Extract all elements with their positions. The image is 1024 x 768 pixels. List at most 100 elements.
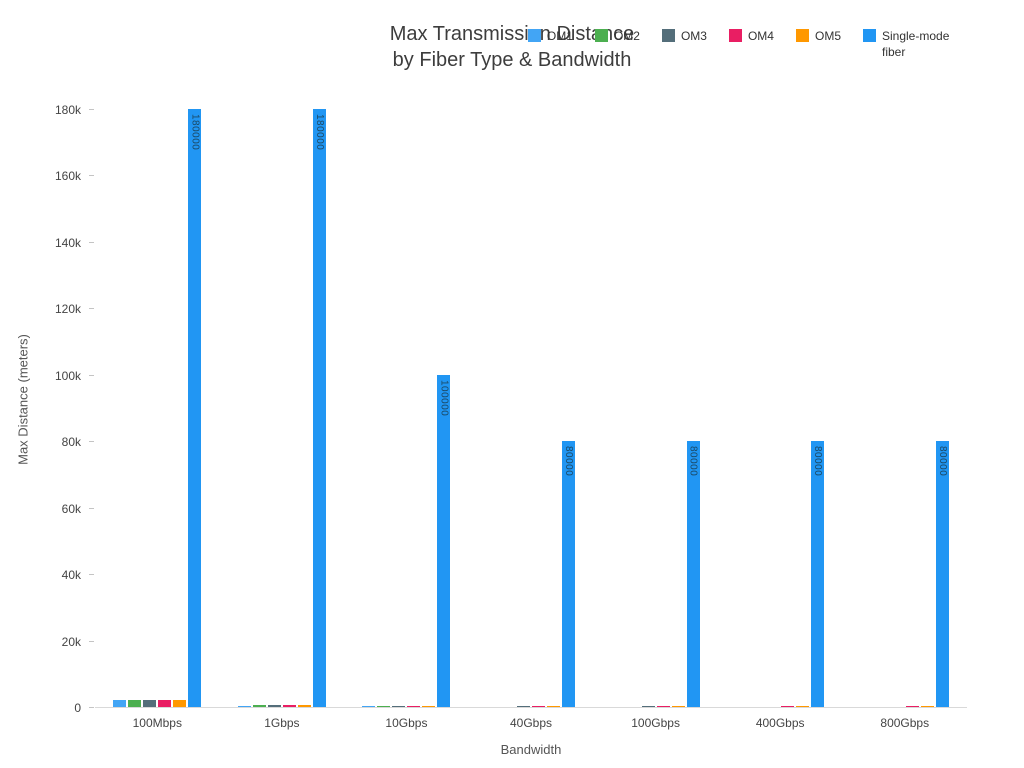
bar-single-mode-fiber-40gbps[interactable]: 80000 — [562, 441, 576, 707]
x-axis-title: Bandwidth — [500, 742, 562, 757]
bar-single-mode-fiber-800gbps[interactable]: 80000 — [935, 441, 949, 707]
bar-value-label: 80000 — [812, 446, 824, 477]
x-tick-label-40gbps: 40Gbps — [510, 716, 553, 730]
bar-om5-10gbps[interactable] — [422, 705, 436, 707]
legend-item-om4[interactable]: OM4 — [728, 28, 774, 44]
y-tick-label: 160k — [54, 169, 81, 184]
bar-single-mode-fiber-100gbps[interactable]: 80000 — [686, 441, 700, 707]
bar-value-label: 80000 — [687, 446, 699, 477]
legend-swatch — [527, 29, 541, 42]
y-tick-label: 120k — [54, 302, 81, 317]
x-tick-label-100mbps: 100Mbps — [132, 716, 182, 730]
legend-item-om3[interactable]: OM3 — [661, 28, 707, 44]
y-tick-mark — [89, 241, 94, 243]
legend-item-om5[interactable]: OM5 — [795, 28, 841, 44]
bar-om4-40gbps[interactable] — [532, 706, 546, 707]
y-tick-mark — [89, 441, 94, 443]
bar-group-400gbps: 80000 — [718, 85, 843, 707]
bar-single-mode-fiber-100mbps[interactable]: 180000 — [188, 109, 202, 707]
bar-om5-1gbps[interactable] — [297, 705, 311, 707]
bar-single-mode-fiber-10gbps[interactable]: 100000 — [437, 374, 451, 707]
bar-groups: 180000 180000 100000 80000 80000 80000 80000 — [95, 85, 967, 707]
y-tick-mark — [89, 109, 94, 110]
bar-om3-10gbps[interactable] — [392, 706, 406, 707]
bar-om2-100mbps[interactable] — [128, 700, 142, 707]
y-tick-label: 20k — [61, 634, 81, 649]
bar-om4-1gbps[interactable] — [282, 705, 296, 707]
legend-item-label: OM2 — [613, 29, 640, 43]
legend-item-label: OM5 — [814, 29, 841, 43]
bar-om4-100mbps[interactable] — [158, 700, 172, 707]
bar-om5-100mbps[interactable] — [173, 700, 187, 707]
x-tick-label-100gbps: 100Gbps — [631, 716, 680, 730]
bar-om1-100mbps[interactable] — [113, 700, 127, 707]
x-tick-label-800gbps: 800Gbps — [880, 716, 930, 730]
bar-value-label: 80000 — [563, 446, 575, 477]
bar-value-label: 180000 — [189, 114, 201, 151]
bar-om4-400gbps[interactable] — [781, 706, 795, 707]
bar-om5-100gbps[interactable] — [671, 706, 685, 707]
bar-group-100gbps: 80000 — [593, 85, 718, 707]
legend: OM1 OM2 OM3 OM4 OM5 Single-mode fiber — [527, 28, 962, 60]
y-tick-label: 60k — [61, 501, 81, 516]
legend-item-label: OM1 — [546, 29, 573, 43]
legend-item-label: Single-mode fiber — [882, 29, 950, 59]
y-tick-mark — [89, 707, 94, 708]
bar-om3-1gbps[interactable] — [267, 705, 281, 707]
y-tick-label: 40k — [61, 568, 81, 583]
legend-item-om1[interactable]: OM1 — [527, 28, 573, 44]
y-tick-label: 80k — [61, 435, 81, 450]
bar-group-10gbps: 100000 — [344, 85, 469, 707]
legend-item-om2[interactable]: OM2 — [594, 28, 640, 44]
bar-om5-800gbps[interactable] — [920, 706, 934, 707]
bar-group-40gbps: 80000 — [469, 85, 594, 707]
y-axis-title: Max Distance (meters) — [15, 334, 31, 465]
bar-group-100mbps: 180000 — [95, 85, 220, 707]
legend-item-label: OM3 — [680, 29, 707, 43]
y-tick-mark — [89, 507, 94, 509]
bar-group-1gbps: 180000 — [220, 85, 345, 707]
bar-value-label: 80000 — [936, 446, 948, 477]
legend-swatch — [594, 29, 608, 42]
y-tick-label: 180k — [54, 103, 81, 117]
bar-om3-100gbps[interactable] — [641, 706, 655, 707]
bar-single-mode-fiber-400gbps[interactable]: 80000 — [811, 441, 825, 707]
legend-swatch — [728, 29, 742, 42]
legend-item-single-mode-fiber[interactable]: Single-mode fiber — [863, 28, 962, 60]
legend-swatch — [661, 29, 675, 42]
y-tick-mark — [89, 574, 94, 576]
y-tick-mark — [89, 374, 94, 376]
legend-item-label: OM4 — [747, 29, 774, 43]
bar-om4-10gbps[interactable] — [407, 705, 421, 707]
y-tick-label: 100k — [54, 368, 81, 383]
y-tick-label: 140k — [54, 235, 81, 250]
y-tick-mark — [89, 308, 94, 310]
bar-om1-1gbps[interactable] — [237, 706, 251, 707]
chart-title-line2: by Fiber Type & Bandwidth — [392, 49, 632, 71]
plot-area: 180000 180000 100000 80000 80000 80000 80000 0… — [55, 85, 967, 714]
bar-om5-400gbps[interactable] — [796, 706, 810, 707]
bar-om4-100gbps[interactable] — [656, 706, 670, 707]
chart-title-line1: Max Transmission Distance — [389, 23, 635, 45]
bar-om5-40gbps[interactable] — [547, 706, 561, 707]
bar-group-800gbps: 80000 — [842, 85, 967, 707]
x-tick-label-400gbps: 400Gbps — [755, 716, 805, 730]
bar-om2-1gbps[interactable] — [252, 705, 266, 707]
bar-om2-10gbps[interactable] — [377, 706, 391, 707]
legend-swatch — [795, 29, 809, 42]
bar-om4-800gbps[interactable] — [905, 706, 919, 707]
y-tick-mark — [89, 640, 94, 642]
bar-om3-40gbps[interactable] — [517, 706, 531, 707]
bar-single-mode-fiber-1gbps[interactable]: 180000 — [312, 109, 326, 707]
bar-value-label: 100000 — [438, 379, 450, 417]
bar-om3-100mbps[interactable] — [143, 700, 157, 707]
y-tick-mark — [89, 175, 94, 177]
y-tick-label: 0 — [74, 701, 81, 715]
bar-value-label: 180000 — [313, 114, 325, 151]
bar-om1-10gbps[interactable] — [362, 706, 376, 707]
chart-title: Max Transmission Distance by Fiber Type … — [0, 21, 1024, 73]
x-tick-labels: 100Mbps 1Gbps 10Gbps 40Gbps 100Gbps 400Gbps 80… — [95, 716, 967, 730]
legend-swatch — [863, 29, 876, 42]
x-tick-label-1gbps: 1Gbps — [264, 716, 300, 730]
